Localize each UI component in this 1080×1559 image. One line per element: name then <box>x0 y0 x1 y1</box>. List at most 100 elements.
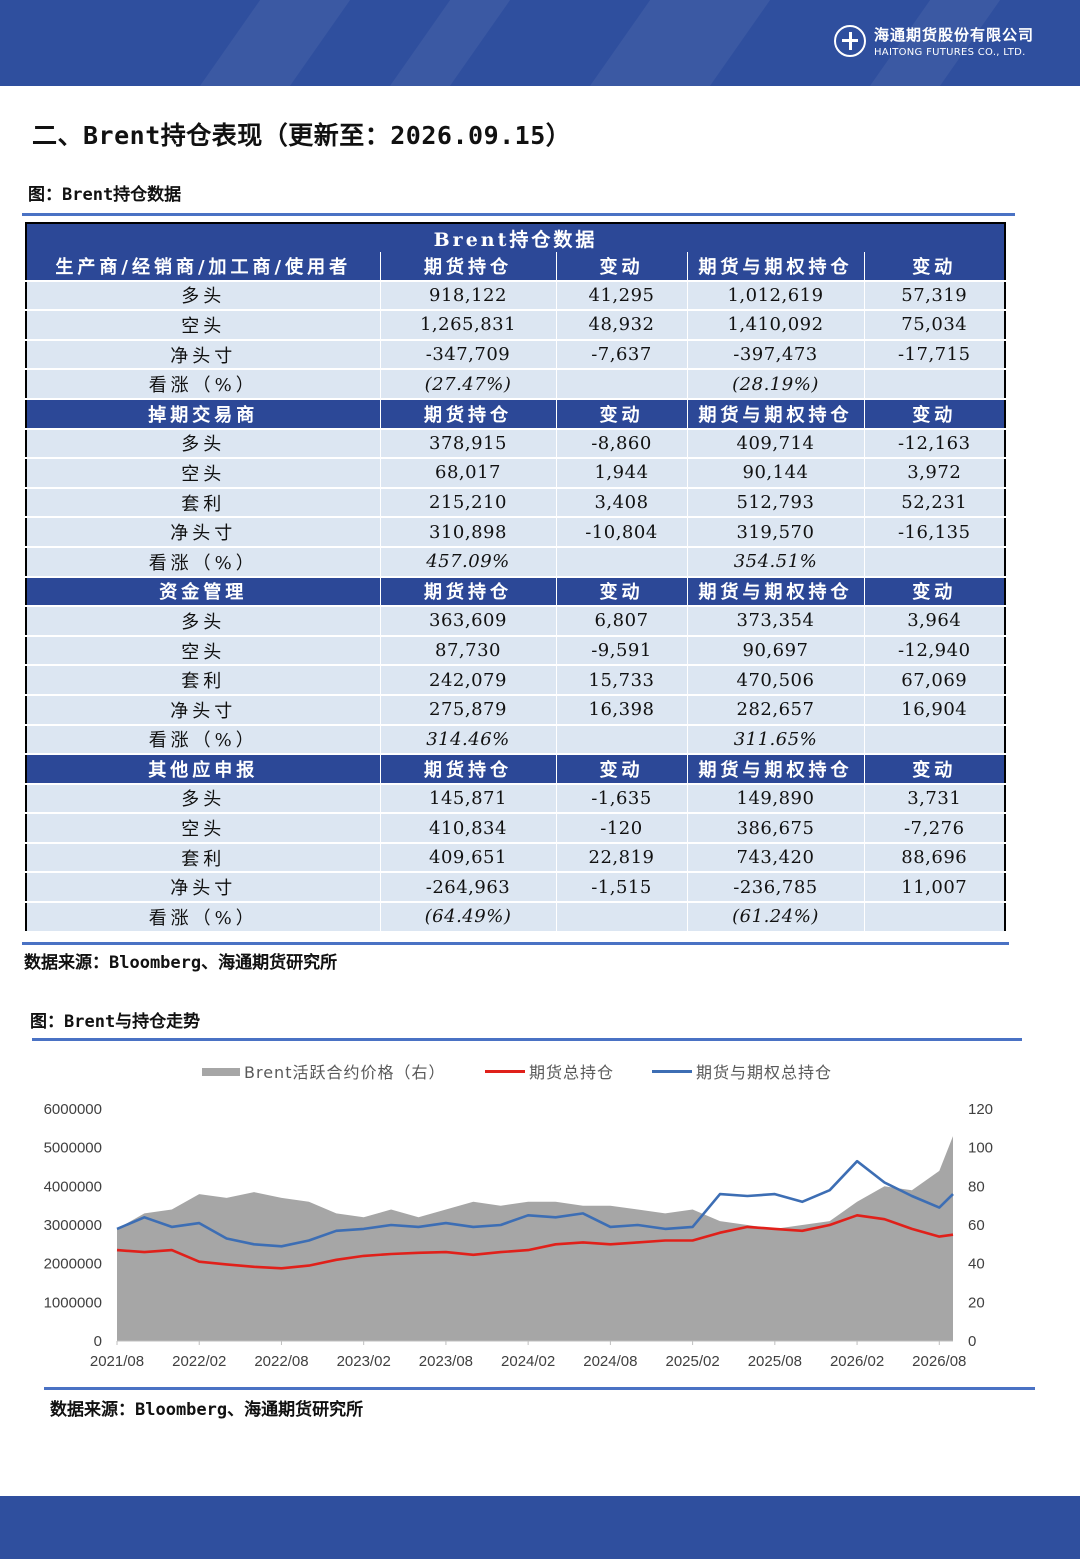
legend-label: 期货与期权总持仓 <box>696 1063 832 1082</box>
figure1-caption: 图：Brent持仓数据 <box>28 185 182 205</box>
table-row: 多头 378,915 -8,860 409,714 -12,163 <box>25 428 1006 460</box>
data-source-2: 数据来源：Bloomberg、海通期货研究所 <box>50 1400 364 1420</box>
row-label: 多头 <box>25 280 381 312</box>
row-label: 净头寸 <box>25 339 381 371</box>
y-right-tick-label: 0 <box>968 1333 976 1350</box>
x-tick-label: 2024/02 <box>501 1353 555 1370</box>
futures-position-line <box>116 1214 954 1270</box>
table-cell: 57,319 <box>863 280 1006 312</box>
row-label: 空头 <box>25 310 381 341</box>
x-tick-label: 2025/02 <box>665 1353 719 1370</box>
y-right-tick-label: 20 <box>968 1294 985 1311</box>
table-cell: 282,657 <box>686 694 865 726</box>
caption-rule-2 <box>32 1038 1022 1041</box>
y-left-tick-label: 5000000 <box>44 1140 102 1157</box>
table-cell: 90,697 <box>686 635 865 667</box>
table-cell: 90,144 <box>686 458 865 489</box>
column-header-cell: 期货与期权持仓 <box>686 252 865 282</box>
table-row: 空头 68,017 1,944 90,144 3,972 <box>25 458 1006 489</box>
table-cell: 3,972 <box>863 458 1006 489</box>
column-header-cell: 期货持仓 <box>379 754 557 785</box>
table-cell: -8,860 <box>555 428 688 460</box>
table-cell: 275,879 <box>379 694 557 726</box>
price-area-series <box>117 1136 953 1341</box>
table-cell: 1,410,092 <box>686 310 865 341</box>
table-cell: 88,696 <box>863 842 1006 874</box>
table-row: 净头寸 -264,963 -1,515 -236,785 11,007 <box>25 872 1006 904</box>
table-cell: 457.09% <box>379 546 557 578</box>
table-row: 套利 242,079 15,733 470,506 67,069 <box>25 665 1006 696</box>
table-cell: -397,473 <box>686 339 865 371</box>
table-cell: 410,834 <box>379 813 557 844</box>
row-label: 看涨（%） <box>25 369 381 400</box>
table-cell: 16,904 <box>863 694 1006 726</box>
table-cell <box>863 369 1006 400</box>
y-left-tick-label: 1000000 <box>44 1294 102 1311</box>
table-row: 套利 215,210 3,408 512,793 52,231 <box>25 487 1006 519</box>
table-cell <box>555 724 688 756</box>
column-header-cell: 期货与期权持仓 <box>686 398 865 430</box>
table-cell: 3,731 <box>863 783 1006 815</box>
x-tick-label: 2023/02 <box>337 1353 391 1370</box>
table-cell: 75,034 <box>863 310 1006 341</box>
table-cell: -264,963 <box>379 872 557 904</box>
table-cell: 386,675 <box>686 813 865 844</box>
column-header-cell: 期货与期权持仓 <box>686 754 865 785</box>
table-cell: 6,807 <box>555 606 688 637</box>
table-cell: 145,871 <box>379 783 557 815</box>
table-cell: 319,570 <box>686 517 865 548</box>
footer-band <box>0 1496 1080 1559</box>
column-header-cell: 变动 <box>555 398 688 430</box>
row-label: 多头 <box>25 606 381 637</box>
column-header-cell: 期货与期权持仓 <box>686 576 865 608</box>
row-label: 净头寸 <box>25 694 381 726</box>
table-row: 多头 918,122 41,295 1,012,619 57,319 <box>25 280 1006 312</box>
group-name-cell: 掉期交易商 <box>25 398 381 430</box>
table-cell <box>863 902 1006 933</box>
legend-swatch-line <box>485 1070 525 1073</box>
brent-position-chart: Brent活跃合约价格（右） 期货总持仓 期货与期权总持仓 2021/08 2022/… <box>44 1063 993 1370</box>
table-cell: 512,793 <box>686 487 865 519</box>
company-logo: 海通期货股份有限公司 HAITONG FUTURES CO., LTD. <box>833 24 1034 58</box>
group-header-row: 资金管理 期货持仓 变动 期货与期权持仓 变动 <box>25 576 1006 608</box>
table-cell: 11,007 <box>863 872 1006 904</box>
table-cell: -9,591 <box>555 635 688 667</box>
legend-swatch-price <box>202 1068 240 1076</box>
table-cell: 16,398 <box>555 694 688 726</box>
table-cell: 310,898 <box>379 517 557 548</box>
table-cell: -1,515 <box>555 872 688 904</box>
group-header-row: 掉期交易商 期货持仓 变动 期货与期权持仓 变动 <box>25 398 1006 430</box>
table-cell: 242,079 <box>379 665 557 696</box>
row-label: 看涨（%） <box>25 724 381 756</box>
column-header-cell: 变动 <box>555 576 688 608</box>
y-left-tick-label: 4000000 <box>44 1178 102 1195</box>
table-cell: (27.47%) <box>379 369 557 400</box>
x-tick-label: 2024/08 <box>583 1353 637 1370</box>
x-tick-label: 2022/08 <box>254 1353 308 1370</box>
y-left-tick-label: 3000000 <box>44 1217 102 1234</box>
group-name-cell: 生产商/经销商/加工商/使用者 <box>25 252 381 282</box>
y-right-tick-label: 100 <box>968 1140 993 1157</box>
table-cell: 1,265,831 <box>379 310 557 341</box>
table-cell: 215,210 <box>379 487 557 519</box>
group-header-row: 生产商/经销商/加工商/使用者 期货持仓 变动 期货与期权持仓 变动 <box>25 252 1006 282</box>
row-label: 看涨（%） <box>25 546 381 578</box>
table-cell: 22,819 <box>555 842 688 874</box>
company-name-cn: 海通期货股份有限公司 <box>873 26 1034 44</box>
legend-label: Brent活跃合约价格（右） <box>244 1063 445 1082</box>
table-cell: -17,715 <box>863 339 1006 371</box>
chart-bottom-rule <box>44 1387 1035 1390</box>
table-cell: 52,231 <box>863 487 1006 519</box>
group-name-cell: 资金管理 <box>25 576 381 608</box>
table-row: 空头 1,265,831 48,932 1,410,092 75,034 <box>25 310 1006 341</box>
x-tick-label: 2025/08 <box>748 1353 802 1370</box>
section-title: 二、Brent持仓表现（更新至：2026.09.15） <box>32 121 572 150</box>
table-bottom-rule <box>22 942 1009 945</box>
table-row: 套利 409,651 22,819 743,420 88,696 <box>25 842 1006 874</box>
column-header-cell: 变动 <box>863 398 1006 430</box>
y-right-tick-label: 120 <box>968 1101 993 1118</box>
table-cell: (61.24%) <box>686 902 865 933</box>
table-cell: 1,012,619 <box>686 280 865 312</box>
table-cell: 918,122 <box>379 280 557 312</box>
y-left-tick-label: 6000000 <box>44 1101 102 1118</box>
